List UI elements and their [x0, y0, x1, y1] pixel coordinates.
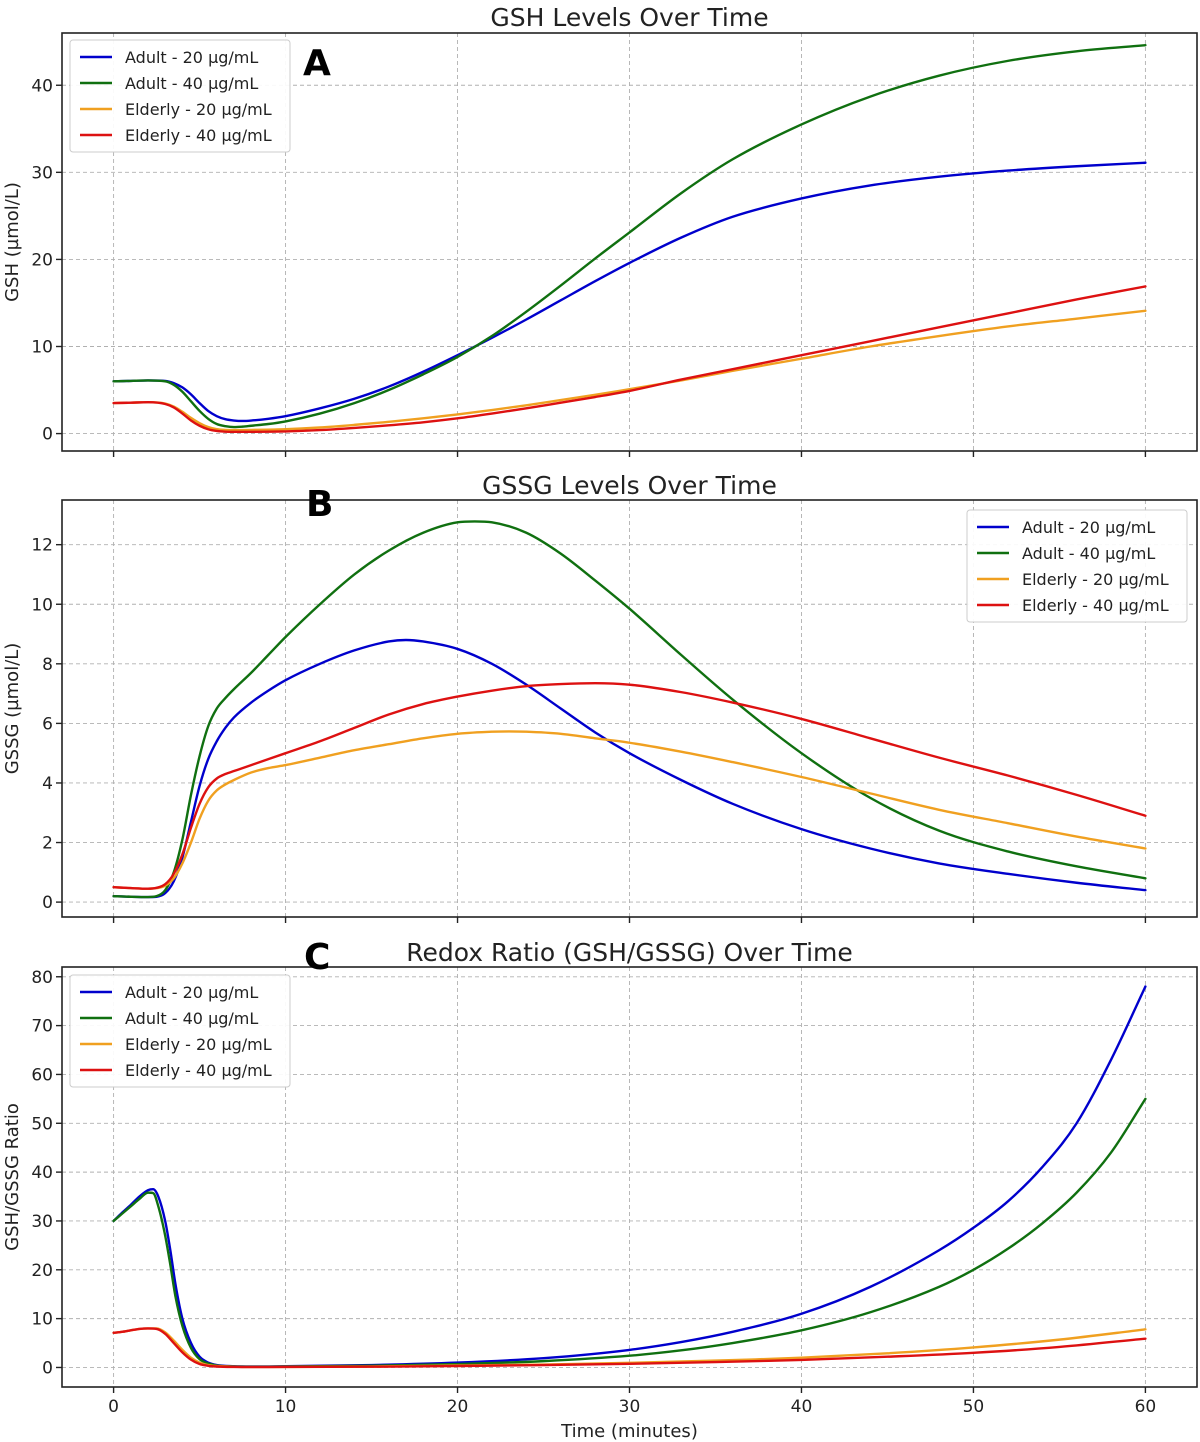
y-tick-label: 10	[31, 338, 53, 358]
chart-title: GSSG Levels Over Time	[482, 471, 777, 500]
series-group	[112, 43, 1147, 434]
series-line-2	[112, 309, 1147, 432]
y-tick-label: 70	[31, 1017, 53, 1037]
legend-label: Adult - 20 µg/mL	[125, 48, 258, 67]
y-tick-label: 0	[42, 1358, 53, 1378]
y-tick-label: 12	[31, 536, 53, 556]
y-tick-label: 40	[31, 1163, 53, 1183]
y-axis-label: GSH/GSSG Ratio	[2, 1103, 23, 1251]
y-tick-label: 4	[42, 774, 53, 794]
y-tick-label: 0	[42, 893, 53, 913]
x-tick-label: 10	[275, 1397, 297, 1417]
chart-panel-c: 0 10 20 30 40 50 60 0 10 20 30 40 50 60 70 80 Redox Rati…	[2, 937, 1198, 1442]
series-group	[112, 985, 1147, 1369]
y-tick-label: 10	[31, 1310, 53, 1330]
y-tick-label: 50	[31, 1114, 53, 1134]
y-tick-label: 6	[42, 714, 53, 734]
series-line-3	[112, 1327, 1147, 1369]
legend: Adult - 20 µg/mL Adult - 40 µg/mL Elderly …	[69, 39, 291, 153]
x-tick-label: 0	[108, 1397, 119, 1417]
legend: Adult - 20 µg/mL Adult - 40 µg/mL Elderly …	[69, 974, 291, 1088]
legend-box	[966, 509, 1188, 623]
y-tick-label: 80	[31, 968, 53, 988]
legend-label: Elderly - 40 µg/mL	[125, 126, 272, 145]
y-tick-label: 2	[42, 834, 53, 854]
series-line-3	[112, 285, 1147, 434]
series-line-1	[112, 43, 1147, 429]
chart-panel-a: 0 10 20 30 40 GSH Levels Over Time A GSH (µmol/…	[2, 3, 1198, 457]
y-tick-label: 30	[31, 163, 53, 183]
y-tick-label: 40	[31, 76, 53, 96]
series-line-1	[112, 520, 1147, 899]
x-tick-label: 60	[1135, 1397, 1157, 1417]
legend-label: Elderly - 40 µg/mL	[1022, 596, 1169, 615]
y-tick-label: 10	[31, 595, 53, 615]
y-axis-label: GSSG (µmol/L)	[2, 643, 23, 775]
panel-letter: A	[303, 43, 331, 84]
legend-label: Adult - 40 µg/mL	[125, 1009, 258, 1028]
x-tick-label: 30	[619, 1397, 641, 1417]
y-tick-label: 30	[31, 1212, 53, 1232]
chart-title: GSH Levels Over Time	[490, 3, 768, 32]
series-line-0	[112, 161, 1147, 423]
legend-label: Adult - 20 µg/mL	[125, 983, 258, 1002]
y-tick-label: 20	[31, 1261, 53, 1281]
legend-box	[69, 39, 291, 153]
legend-label: Elderly - 20 µg/mL	[125, 100, 272, 119]
panel-letter: C	[304, 937, 330, 978]
legend-label: Elderly - 20 µg/mL	[125, 1035, 272, 1054]
legend-label: Adult - 40 µg/mL	[1022, 544, 1155, 563]
legend-box	[69, 974, 291, 1088]
x-tick-label: 20	[447, 1397, 469, 1417]
series-group	[112, 520, 1147, 899]
y-tick-label: 0	[42, 425, 53, 445]
legend: Adult - 20 µg/mL Adult - 40 µg/mL Elderly …	[966, 509, 1188, 623]
x-axis-label: Time (minutes)	[560, 1421, 698, 1442]
legend-label: Elderly - 40 µg/mL	[125, 1061, 272, 1080]
legend-label: Elderly - 20 µg/mL	[1022, 570, 1169, 589]
panel-letter: B	[306, 484, 333, 525]
series-line-0	[112, 638, 1147, 899]
legend-label: Adult - 40 µg/mL	[125, 74, 258, 93]
y-tick-label: 60	[31, 1065, 53, 1085]
x-tick-label: 50	[963, 1397, 985, 1417]
x-tick-label: 40	[791, 1397, 813, 1417]
y-tick-label: 20	[31, 250, 53, 270]
chart-panel-b: 0 2 4 6 8 10 12 GSSG Levels Over Time B GSSG (µmo…	[2, 471, 1198, 923]
legend-label: Adult - 20 µg/mL	[1022, 518, 1155, 537]
series-line-2	[112, 730, 1147, 890]
chart-title: Redox Ratio (GSH/GSSG) Over Time	[406, 938, 853, 967]
y-axis-label: GSH (µmol/L)	[2, 182, 23, 302]
y-tick-label: 8	[42, 655, 53, 675]
series-line-3	[112, 681, 1147, 890]
